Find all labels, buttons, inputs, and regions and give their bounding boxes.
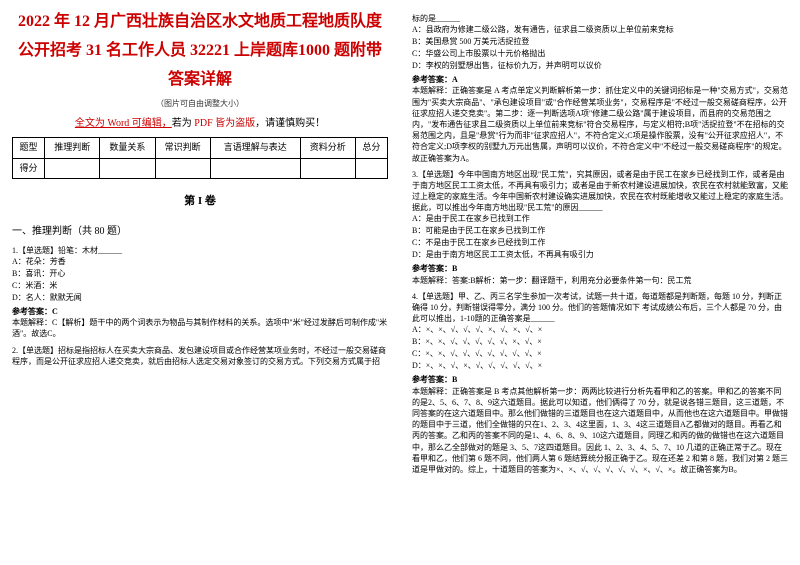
th: 资料分析 <box>300 138 355 159</box>
right-column: 标的是______ A：县政府为修建二级公路，发有通告，征求县二级资质以上单位前… <box>400 0 800 565</box>
q4-opt-a: A：×、×、√、√、√、×、√、×、√、× <box>412 324 788 336</box>
q2-cont: 标的是______ <box>412 13 788 24</box>
td <box>45 158 100 179</box>
question-1: 1.【单选题】铅笔：木材______ A：花朵：芳香 B：喜讯：开心 C：米酒：… <box>12 245 388 340</box>
word-editable: 全文为 Word 可编辑， <box>75 118 172 129</box>
q2-opt-b: B：美国悬赏 500 万美元活捉拉登 <box>412 36 788 48</box>
th: 题型 <box>13 138 45 159</box>
th: 推理判断 <box>45 138 100 159</box>
q2-opt-a: A：县政府为修建二级公路，发有通告，征求县二级资质以上单位前来竞标 <box>412 24 788 36</box>
question-4: 4.【单选题】甲、乙、丙三名学生参加一次考试，试题一共十道，每道题都是判断题，每… <box>412 291 788 475</box>
question-3: 3.【单选题】今年中国南方地区出现"民工荒"，究其原因，或者是由于民工在家乡已经… <box>412 169 788 286</box>
q4-stem: 4.【单选题】甲、乙、丙三名学生参加一次考试，试题一共十道，每道题都是判断题，每… <box>412 291 788 325</box>
pdf-warning: PDF 皆为盗版 <box>194 118 255 129</box>
q4-opt-d: D：×、×、√、×、√、√、√、√、√、× <box>412 360 788 372</box>
q1-opt-a: A：花朵：芳香 <box>12 256 388 268</box>
q3-opt-c: C：不是由于民工在家乡已经找到工作 <box>412 237 788 249</box>
td <box>300 158 355 179</box>
th: 常识判断 <box>155 138 210 159</box>
image-note: （图片可自由调整大小） <box>12 98 388 110</box>
q3-answer: 参考答案：B <box>412 263 788 274</box>
q3-stem: 3.【单选题】今年中国南方地区出现"民工荒"，究其原因，或者是由于民工在家乡已经… <box>412 169 788 214</box>
doc-title: 2022 年 12 月广西壮族自治区水文地质工程地质队度公开招考 31 名工作人… <box>12 8 388 94</box>
td <box>155 158 210 179</box>
q3-opt-a: A：是由于民工在家乡已找到工作 <box>412 213 788 225</box>
question-2-cont: 标的是______ A：县政府为修建二级公路，发有通告，征求县二级资质以上单位前… <box>412 13 788 164</box>
td: 得分 <box>13 158 45 179</box>
th: 言语理解与表达 <box>210 138 300 159</box>
th: 总分 <box>355 138 387 159</box>
q2-opt-d: D：李权的别墅想出售，征标价九万，并声明可以议价 <box>412 60 788 72</box>
q3-explanation: 本题解释：答案:B解析：第一步：翻译题干，利用充分必要条件第一句：民工荒 <box>412 275 788 286</box>
td <box>355 158 387 179</box>
q4-opt-c: C：×、×、√、√、√、√、√、√、√、× <box>412 348 788 360</box>
q1-opt-c: C：米酒：米 <box>12 280 388 292</box>
td <box>100 158 155 179</box>
table-header-row: 题型 推理判断 数量关系 常识判断 言语理解与表达 资料分析 总分 <box>13 138 388 159</box>
score-table: 题型 推理判断 数量关系 常识判断 言语理解与表达 资料分析 总分 得分 <box>12 137 388 179</box>
q2-explanation: 本题解释：正确答案是 A 考点单定义判断解析第一步：抓住定义中的关键词招标是一种… <box>412 85 788 163</box>
th: 数量关系 <box>100 138 155 159</box>
q4-opt-b: B：×、×、√、√、√、√、√、×、√、× <box>412 336 788 348</box>
q4-answer: 参考答案：B <box>412 374 788 385</box>
q1-stem: 1.【单选题】铅笔：木材______ <box>12 245 388 256</box>
question-type: 一、推理判断（共 80 题） <box>12 224 388 239</box>
td <box>210 158 300 179</box>
q1-answer: 参考答案：C <box>12 306 388 317</box>
q3-opt-b: B：可能是由于民工在家乡已找到工作 <box>412 225 788 237</box>
q2-answer: 参考答案：A <box>412 74 788 85</box>
left-column: 2022 年 12 月广西壮族自治区水文地质工程地质队度公开招考 31 名工作人… <box>0 0 400 565</box>
q1-explanation: 本题解释：C【解析】题干中的两个词表示为物品与其制作材料的关系。选项中"米"经过… <box>12 317 388 339</box>
q3-opt-d: D：是由于南方地区民工工资太低，不再具有吸引力 <box>412 249 788 261</box>
question-2-partial: 2.【单选题】招标是指招标人在买卖大宗商品、发包建设项目或合作经营某项业务时，不… <box>12 345 388 367</box>
q1-opt-b: B：喜讯：开心 <box>12 268 388 280</box>
table-row: 得分 <box>13 158 388 179</box>
q1-opt-d: D：名人：默默无闻 <box>12 292 388 304</box>
section-title: 第 I 卷 <box>12 193 388 210</box>
q2-opt-c: C：华盛公司上市股票以十元价格抛出 <box>412 48 788 60</box>
q4-explanation: 本题解释：正确答案是 B 考点其他解析第一步：两两比较进行分析先看甲和乙的答案。… <box>412 386 788 476</box>
word-link: 全文为 Word 可编辑，若为 PDF 皆为盗版，请谨慎购买！ <box>12 116 388 131</box>
